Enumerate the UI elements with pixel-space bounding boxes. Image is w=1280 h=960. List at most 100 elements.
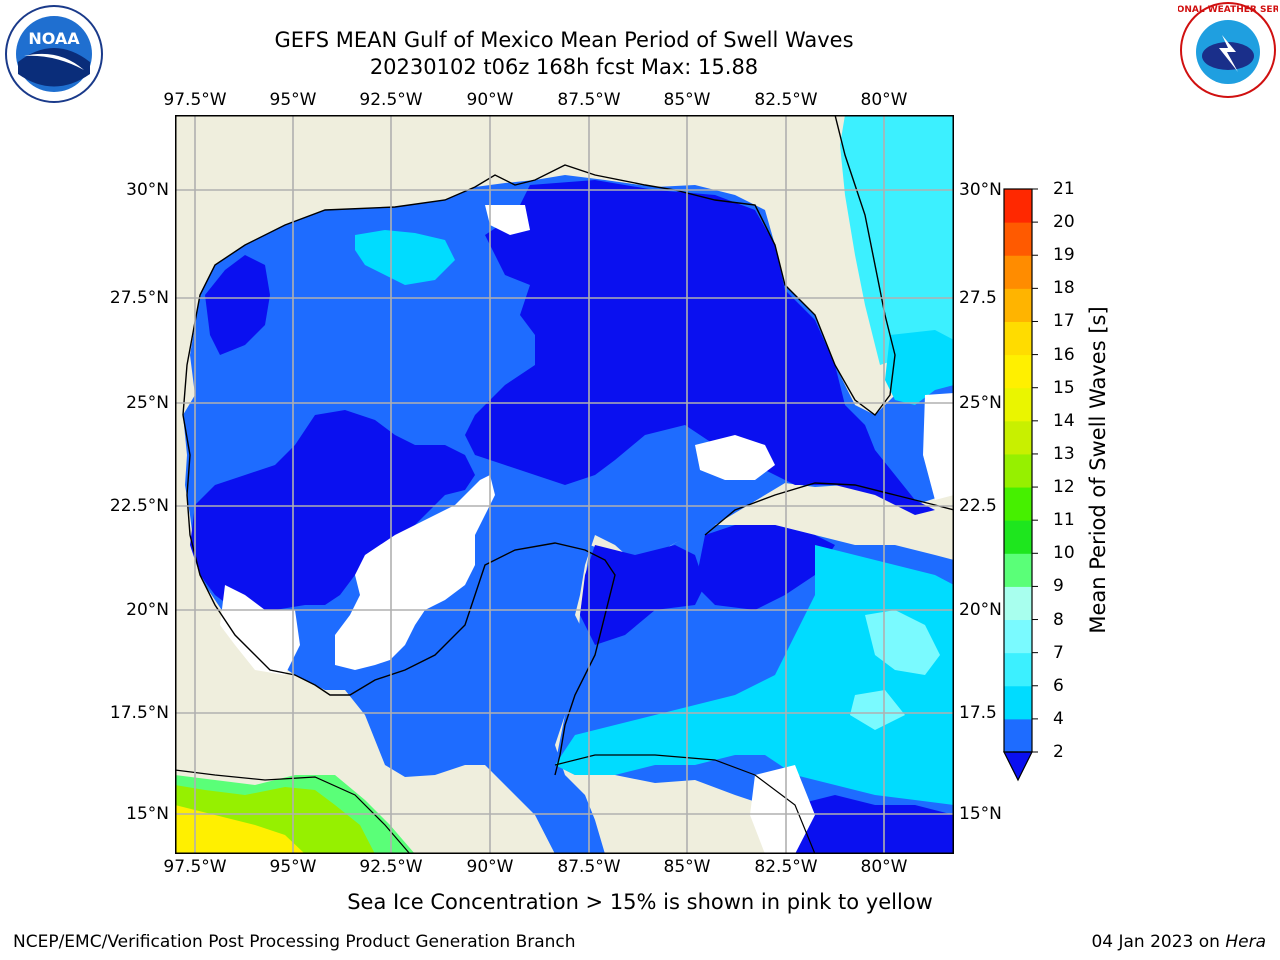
colorbar-segment — [1004, 420, 1032, 455]
lat-tick-left: 20°N — [126, 600, 169, 620]
colorbar-under-triangle — [1003, 751, 1033, 782]
lon-tick-top: 97.5°W — [163, 90, 227, 110]
map-frame — [175, 115, 954, 854]
colorbar-tick-label: 9 — [1053, 576, 1064, 597]
colorbar-segment — [1004, 586, 1032, 621]
footer-org: NCEP/EMC/Verification Post Processing Pr… — [13, 932, 576, 952]
colorbar-frame — [1003, 188, 1033, 753]
lat-tick-left: 17.5°N — [109, 703, 169, 723]
no-data-east-coast — [923, 393, 954, 500]
colorbar-segment — [1004, 222, 1032, 256]
svg-text:NATIONAL WEATHER SERVICE: NATIONAL WEATHER SERVICE — [1178, 5, 1278, 15]
lat-tick-left: 27.5°N — [109, 288, 169, 308]
colorbar-segment — [1004, 553, 1032, 587]
colorbar-tick-label: 16 — [1053, 344, 1075, 365]
colorbar-tick-label: 12 — [1053, 477, 1075, 498]
lat-tick-right: 30°N — [959, 180, 1002, 200]
lon-tick-top: 90°W — [466, 90, 514, 110]
lon-tick-bottom: 85°W — [663, 857, 711, 877]
lat-tick-right: 15°N — [959, 804, 1002, 824]
colorbar-tick-label: 8 — [1053, 609, 1064, 630]
footer-date: 04 Jan 2023 on Hera — [1091, 932, 1266, 952]
no-data-florida-straits — [695, 435, 775, 480]
colorbar-tick-label: 7 — [1053, 642, 1064, 663]
deep-blue-south-caribbean — [795, 795, 954, 854]
colorbar-tick-label: 21 — [1053, 179, 1075, 199]
colorbar-segment — [1004, 354, 1032, 389]
cyan-bahamas-patch — [885, 330, 954, 405]
no-data-northern-coast — [485, 205, 530, 235]
light-cyan-patches — [850, 610, 940, 730]
colorbar-tick-label: 14 — [1053, 410, 1075, 431]
colorbar-segment — [1004, 619, 1032, 654]
sea-ice-note: Sea Ice Concentration > 15% is shown in … — [347, 890, 933, 914]
lon-tick-top: 80°W — [860, 90, 908, 110]
colorbar-segment — [1004, 189, 1032, 223]
coastline-pacific — [175, 769, 411, 854]
colorbar-tick-label: 11 — [1053, 510, 1075, 531]
chart-title: GEFS MEAN Gulf of Mexico Mean Period of … — [274, 28, 854, 52]
deep-blue-east-gulf — [465, 180, 935, 515]
no-data-honduras-coast — [750, 765, 815, 854]
cyan-atlantic-strip — [840, 115, 954, 365]
colorbar-segment — [1004, 321, 1032, 356]
coastline-mexico — [182, 414, 616, 776]
colorbar-segment — [1004, 520, 1032, 554]
cyan-northern-patch — [355, 230, 455, 285]
coastline — [182, 115, 896, 416]
lat-tick-right: 22.5 — [959, 496, 997, 516]
lat-tick-right: 25°N — [959, 393, 1002, 413]
coastline-cuba — [704, 482, 954, 536]
colorbar-tick-label: 18 — [1053, 278, 1075, 299]
no-data-bay-of-campeche — [335, 475, 495, 670]
colorbar-tick-label: 20 — [1053, 212, 1075, 233]
lon-tick-bottom: 87.5°W — [557, 857, 621, 877]
colorbar-segments — [1004, 189, 1032, 753]
colorbar-segment — [1004, 652, 1032, 687]
colorbar-segment — [1004, 255, 1032, 289]
pacific-yellow-field — [175, 805, 305, 854]
lon-tick-bottom: 95°W — [269, 857, 317, 877]
colorbar-title: Mean Period of Swell Waves [s] — [1086, 306, 1110, 634]
lon-tick-bottom: 90°W — [466, 857, 514, 877]
lon-tick-top: 95°W — [269, 90, 317, 110]
lon-tick-bottom: 92.5°W — [359, 857, 423, 877]
lon-tick-top: 87.5°W — [557, 90, 621, 110]
lon-tick-bottom: 97.5°W — [163, 857, 227, 877]
lat-tick-right: 27.5 — [959, 288, 997, 308]
coastline-central-america — [554, 754, 816, 854]
no-data-southwest — [220, 585, 300, 675]
colorbar-segment — [1004, 487, 1032, 521]
lon-tick-bottom: 80°W — [860, 857, 908, 877]
colorbar-tick-label: 13 — [1053, 443, 1075, 464]
colorbar-segment — [1004, 288, 1032, 322]
colorbar — [1003, 188, 1038, 782]
svg-text:NOAA: NOAA — [28, 29, 80, 48]
colorbar-segment — [1004, 387, 1032, 422]
lon-tick-bottom: 82.5°W — [754, 857, 818, 877]
lat-tick-left: 25°N — [126, 393, 169, 413]
gridlines — [175, 115, 954, 854]
colorbar-segment — [1004, 685, 1032, 720]
lat-tick-left: 15°N — [126, 804, 169, 824]
colorbar-tick-label: 17 — [1053, 311, 1075, 332]
map-panel — [175, 115, 954, 854]
colorbar-ticks — [1032, 188, 1038, 753]
lat-tick-right: 17.5 — [959, 703, 997, 723]
lat-tick-left: 22.5°N — [109, 496, 169, 516]
deep-blue-caribbean — [695, 525, 835, 610]
colorbar-tick-label: 4 — [1053, 708, 1064, 729]
lon-tick-top: 82.5°W — [754, 90, 818, 110]
colorbar-tick-label: 15 — [1053, 377, 1075, 398]
footer-date-text: 04 Jan 2023 on — [1091, 932, 1220, 952]
noaa-logo-icon: NOAA — [5, 5, 103, 103]
lat-tick-left: 30°N — [126, 180, 169, 200]
colorbar-segment — [1004, 453, 1032, 488]
colorbar-segment — [1004, 718, 1032, 753]
colorbar-tick-label: 10 — [1053, 543, 1075, 564]
colorbar-tick-label: 2 — [1053, 742, 1064, 762]
nws-logo-icon: NATIONAL WEATHER SERVICE — [1178, 2, 1278, 98]
chart-subtitle: 20230102 t06z 168h fcst Max: 15.88 — [369, 55, 759, 79]
lat-tick-right: 20°N — [959, 600, 1002, 620]
footer-host: Hera — [1225, 932, 1266, 952]
